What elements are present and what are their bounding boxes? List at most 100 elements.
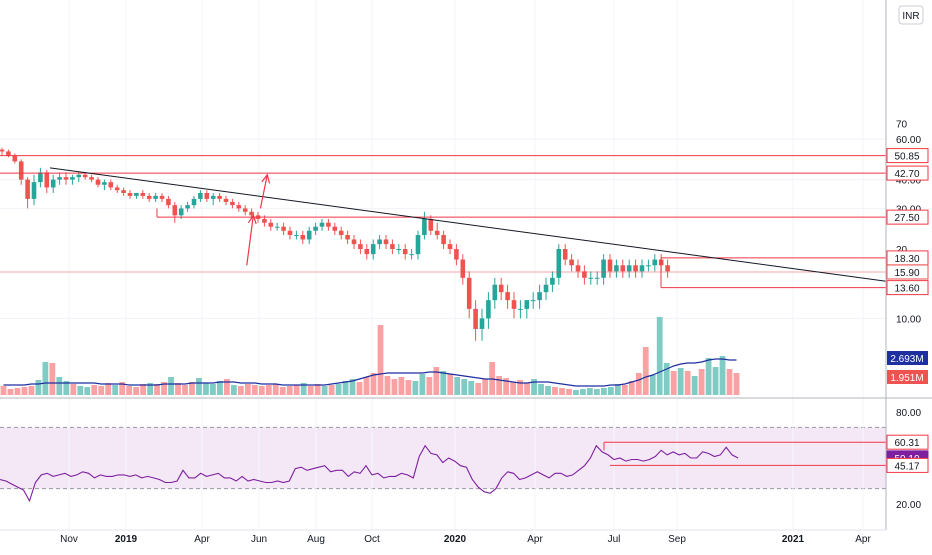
candle-body	[454, 249, 459, 260]
candle-body	[588, 277, 594, 279]
volume-bar	[244, 384, 251, 395]
candle-body	[82, 174, 88, 178]
candle-body	[665, 265, 670, 272]
volume-bar	[223, 379, 230, 395]
candle-body	[191, 198, 197, 206]
candle-body	[153, 195, 158, 199]
volume-bar	[77, 386, 84, 395]
candle-body	[441, 235, 446, 245]
time-tick-label: 2019	[115, 534, 138, 545]
candle-body	[447, 244, 453, 250]
time-tick-label: Jun	[251, 534, 267, 545]
volume-bar	[670, 371, 677, 395]
volume-bar	[370, 373, 377, 395]
volume-bar	[35, 380, 42, 395]
volume-bar	[279, 387, 286, 395]
volume-bar	[712, 367, 719, 395]
volume-bar	[126, 386, 133, 395]
candle-body	[486, 300, 491, 319]
volume-bar	[119, 382, 126, 395]
candle-body	[338, 230, 344, 236]
volume-bar	[377, 325, 384, 395]
time-tick-label: Oct	[364, 534, 380, 545]
currency-badge[interactable]: INR	[898, 5, 924, 25]
candle-body	[102, 182, 107, 185]
candle-body	[114, 187, 120, 191]
volume-bar	[286, 386, 293, 395]
volume-average-line	[3, 358, 737, 387]
candle-body	[6, 151, 11, 156]
volume-label-box	[887, 370, 928, 384]
volume-bar	[628, 381, 635, 395]
volume-bar	[684, 371, 691, 395]
volume-bar	[531, 379, 537, 395]
time-tick-label: Nov	[60, 534, 78, 545]
candle-body	[18, 161, 24, 180]
candle-body	[236, 205, 242, 209]
candle-body	[633, 265, 638, 272]
time-tick-label: Apr	[194, 534, 210, 545]
candle-body	[415, 235, 421, 255]
volume-bar	[49, 363, 56, 395]
candle-body	[498, 284, 504, 293]
candle-body	[434, 230, 440, 236]
target-arrow-head	[261, 173, 271, 184]
candle-body	[178, 208, 184, 216]
level-price-box	[886, 148, 929, 164]
volume-bar	[105, 383, 112, 395]
rsi-line	[0, 444, 739, 503]
candle-body	[134, 192, 139, 196]
candle-body	[210, 195, 216, 199]
volume-bar	[168, 377, 174, 395]
volume-bar	[42, 362, 49, 395]
candle-body	[524, 300, 530, 309]
volume-bar	[524, 383, 530, 395]
volume-bar	[161, 382, 167, 395]
candle-body	[44, 172, 50, 188]
volume-bar	[133, 387, 140, 395]
volume-bar	[447, 374, 454, 395]
candle-body	[518, 308, 523, 310]
volume-bar	[482, 379, 489, 395]
volume-bar	[705, 358, 712, 395]
volume-bar	[342, 381, 349, 395]
volume-bar	[210, 384, 216, 395]
volume-bar	[468, 381, 475, 395]
volume-bar	[426, 377, 433, 395]
candle-body	[121, 190, 126, 193]
candle-body	[198, 192, 203, 199]
candle-body	[70, 177, 75, 180]
volume-bar	[140, 384, 147, 395]
volume-bar	[363, 377, 370, 395]
volume-bar	[307, 386, 314, 395]
volume-bar	[593, 389, 600, 395]
time-tick-label: Apr	[855, 534, 871, 545]
candle-body	[575, 265, 581, 272]
candle-body	[466, 277, 472, 309]
candle-body	[582, 271, 587, 278]
volume-bar	[566, 389, 572, 395]
candle-body	[249, 211, 254, 216]
volume-bar	[663, 363, 670, 395]
candle-body	[569, 259, 574, 266]
candle-body	[479, 318, 485, 329]
volume-bar	[189, 382, 195, 395]
candle-body	[281, 226, 286, 231]
candle-body	[562, 249, 568, 260]
time-tick-label: Jul	[608, 534, 621, 545]
rsi-value-box	[886, 457, 929, 473]
candle-body	[594, 277, 600, 279]
candle-body	[230, 201, 235, 206]
volume-bar	[272, 384, 279, 395]
target-arrow-shaft	[246, 215, 254, 266]
candle-body	[300, 235, 306, 240]
volume-bar	[419, 374, 426, 395]
price-tick-label: 10.00	[896, 314, 921, 325]
candle-body	[140, 192, 146, 196]
volume-bar	[600, 388, 607, 395]
volume-bar	[147, 383, 153, 395]
price-tick-label: 60.00	[896, 135, 921, 146]
candle-body	[492, 284, 498, 301]
